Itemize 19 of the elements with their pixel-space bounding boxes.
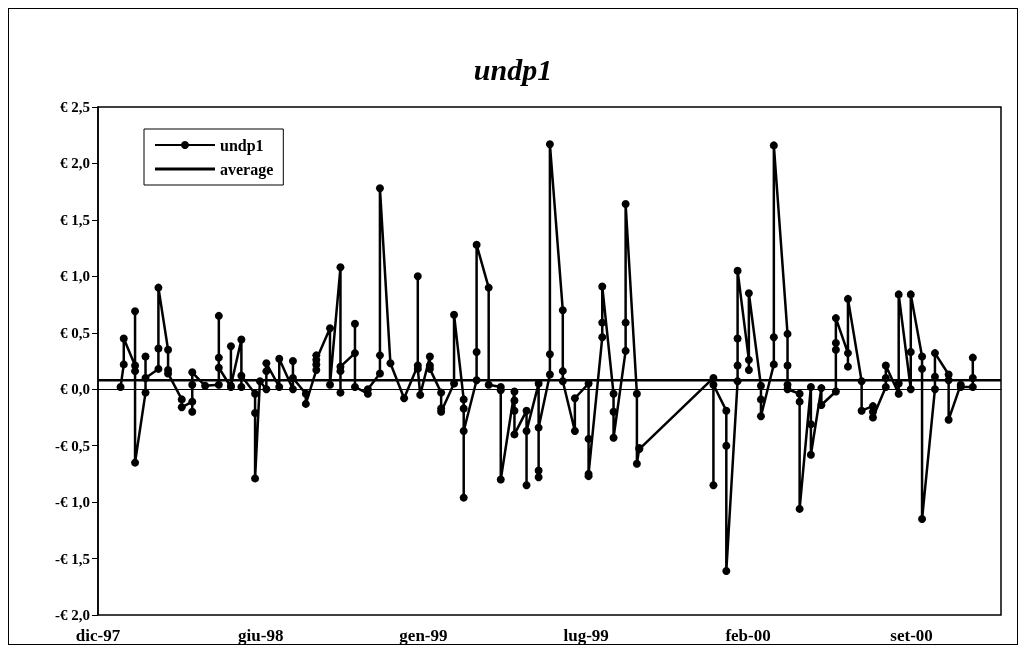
x-tick-label: feb-00: [725, 626, 771, 645]
y-tick-label: € 0,0: [60, 381, 90, 398]
legend-label: undp1: [220, 136, 264, 155]
y-tick-label: -€ 0,5: [55, 437, 90, 454]
y-tick-label: € 2,0: [60, 155, 90, 172]
y-tick-label: € 1,5: [60, 211, 90, 228]
y-tick-label: € 0,5: [60, 324, 90, 341]
x-tick-label: giu-98: [238, 626, 284, 645]
y-tick-label: -€ 1,0: [55, 494, 90, 511]
y-tick-label: -€ 2,0: [55, 607, 90, 623]
x-tick-label: dic-97: [75, 626, 121, 645]
x-tick-label: set-00: [890, 626, 933, 645]
y-tick-label: € 2,5: [60, 99, 90, 115]
y-tick-label: -€ 1,5: [55, 550, 90, 567]
x-tick-label: lug-99: [563, 626, 609, 645]
chart-title: undp1: [473, 52, 553, 86]
y-tick-label: € 1,0: [60, 268, 90, 285]
x-tick-label: gen-99: [399, 626, 448, 645]
legend-label: average: [220, 160, 274, 179]
